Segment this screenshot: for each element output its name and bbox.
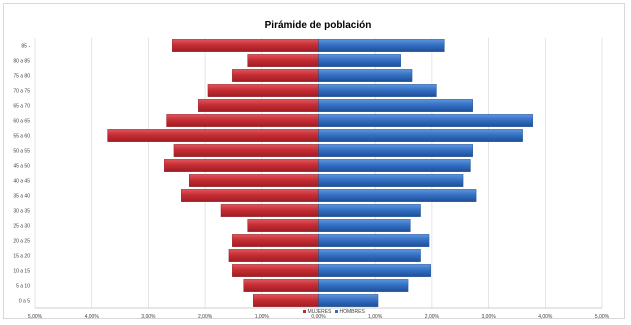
bar-hombres — [318, 234, 430, 247]
bar-hombres — [318, 174, 464, 187]
bar-hombres — [318, 69, 413, 82]
category-label: 10 a 15 — [13, 268, 30, 274]
x-tick-label: 0,00% — [311, 314, 326, 320]
bar-mujeres — [232, 234, 319, 247]
bar-mujeres — [181, 189, 319, 202]
bar-mujeres — [107, 129, 319, 142]
bar-mujeres — [247, 219, 319, 232]
bar-hombres — [318, 99, 473, 112]
category-label: 60 a 65 — [13, 118, 30, 124]
category-label: 65 a 70 — [13, 103, 30, 109]
bar-mujeres — [243, 279, 319, 292]
bar-mujeres — [207, 84, 319, 97]
bar-hombres — [318, 249, 421, 262]
category-label: 25 a 30 — [13, 223, 30, 229]
bar-mujeres — [232, 69, 319, 82]
category-label: 40 a 45 — [13, 178, 30, 184]
category-label: 85 - — [21, 43, 30, 49]
bar-mujeres — [173, 144, 319, 157]
bar-mujeres — [172, 39, 319, 52]
category-label: 0 a 5 — [19, 298, 30, 304]
bar-mujeres — [220, 204, 319, 217]
bar-hombres — [318, 114, 534, 127]
bar-mujeres — [164, 159, 319, 172]
legend-swatch — [303, 310, 306, 313]
legend-label: HOMBRES — [340, 309, 366, 315]
x-tick-label: 4,00% — [85, 314, 100, 320]
category-label: 55 a 60 — [13, 133, 30, 139]
bar-hombres — [318, 204, 421, 217]
category-label: 80 a 85 — [13, 58, 30, 64]
category-label: 75 a 80 — [13, 73, 30, 79]
gridlines — [34, 38, 603, 309]
category-label: 50 a 55 — [13, 148, 30, 154]
bar-hombres — [318, 219, 411, 232]
x-tick-label: 1,00% — [368, 314, 383, 320]
category-label: 20 a 25 — [13, 238, 30, 244]
category-label: 30 a 35 — [13, 208, 30, 214]
x-tick-label: 2,00% — [198, 314, 213, 320]
bar-hombres — [318, 279, 409, 292]
legend-label: MUJERES — [308, 309, 333, 315]
bar-mujeres — [189, 174, 319, 187]
bar-mujeres — [166, 114, 319, 127]
category-label: 35 a 40 — [13, 193, 30, 199]
bar-hombres — [318, 129, 523, 142]
bar-hombres — [318, 39, 445, 52]
bars — [107, 39, 534, 307]
bar-mujeres — [198, 99, 319, 112]
x-tick-label: 3,00% — [141, 314, 156, 320]
chart-title: Pirámide de población — [265, 20, 372, 31]
bar-mujeres — [228, 249, 319, 262]
bar-hombres — [318, 264, 431, 277]
x-tick-label: 5,00% — [28, 314, 43, 320]
category-label: 15 a 20 — [13, 253, 30, 259]
bar-mujeres — [232, 264, 319, 277]
bar-hombres — [318, 294, 379, 307]
legend: MUJERES HOMBRES — [303, 309, 365, 315]
x-tick-label: 1,00% — [255, 314, 270, 320]
bar-mujeres — [253, 294, 319, 307]
category-label: 5 a 10 — [16, 283, 30, 289]
x-tick-label: 4,00% — [538, 314, 553, 320]
bar-hombres — [318, 144, 473, 157]
x-tick-label: 2,00% — [425, 314, 440, 320]
x-tick-labels: 5,00% 4,00% 3,00% 2,00% 1,00% 0,00% 1,00% 2,00%… — [28, 314, 610, 320]
category-labels: 85 - 80 a 85 75 a 80 70 a 75 65 a 70 60 a 65 5… — [13, 43, 30, 304]
bar-hombres — [318, 159, 471, 172]
category-label: 45 a 50 — [13, 163, 30, 169]
x-tick-label: 3,00% — [482, 314, 497, 320]
bar-mujeres — [247, 54, 319, 67]
bar-hombres — [318, 189, 477, 202]
bar-hombres — [318, 54, 401, 67]
legend-swatch — [335, 310, 338, 313]
bar-hombres — [318, 84, 437, 97]
category-label: 70 a 75 — [13, 88, 30, 94]
x-tick-label: 5,00% — [595, 314, 610, 320]
